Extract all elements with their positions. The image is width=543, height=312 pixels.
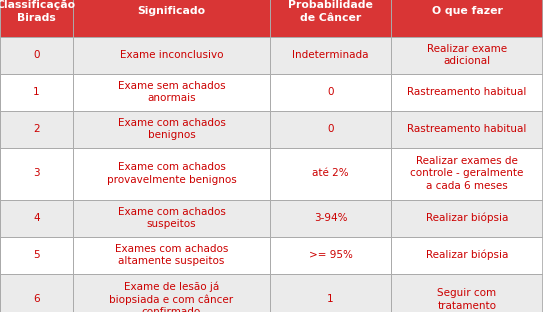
Text: >= 95%: >= 95% bbox=[308, 250, 352, 260]
Text: Exames com achados
altamente suspeitos: Exames com achados altamente suspeitos bbox=[115, 244, 228, 266]
Text: Realizar exame
adicional: Realizar exame adicional bbox=[427, 44, 507, 66]
Bar bbox=[391, 37, 543, 74]
Bar bbox=[391, 236, 543, 274]
Text: Rastreamento habitual: Rastreamento habitual bbox=[407, 87, 527, 97]
Text: Realizar biópsia: Realizar biópsia bbox=[426, 250, 508, 260]
Text: 1: 1 bbox=[33, 87, 40, 97]
Text: 2: 2 bbox=[33, 124, 40, 134]
Bar bbox=[73, 0, 270, 37]
Bar bbox=[391, 199, 543, 236]
Bar bbox=[0, 0, 73, 37]
Text: Exame sem achados
anormais: Exame sem achados anormais bbox=[118, 81, 225, 103]
Text: Indeterminada: Indeterminada bbox=[292, 50, 369, 60]
Text: 5: 5 bbox=[33, 250, 40, 260]
Text: Exame com achados
suspeitos: Exame com achados suspeitos bbox=[118, 207, 225, 229]
Text: 1: 1 bbox=[327, 295, 334, 305]
Bar bbox=[391, 0, 543, 37]
Bar bbox=[270, 0, 391, 37]
Bar bbox=[73, 236, 270, 274]
Text: Realizar exames de
controle - geralmente
a cada 6 meses: Realizar exames de controle - geralmente… bbox=[411, 156, 523, 191]
Text: Seguir com
tratamento: Seguir com tratamento bbox=[438, 288, 496, 311]
Bar bbox=[0, 148, 73, 199]
Bar bbox=[391, 148, 543, 199]
Bar bbox=[270, 148, 391, 199]
Bar bbox=[73, 74, 270, 110]
Text: Exame com achados
provavelmente benignos: Exame com achados provavelmente benignos bbox=[106, 162, 236, 185]
Bar bbox=[391, 110, 543, 148]
Bar bbox=[391, 74, 543, 110]
Bar bbox=[73, 110, 270, 148]
Bar bbox=[270, 110, 391, 148]
Text: Classificação
Birads: Classificação Birads bbox=[0, 0, 76, 23]
Text: O que fazer: O que fazer bbox=[432, 7, 502, 17]
Text: Probabilidade
de Câncer: Probabilidade de Câncer bbox=[288, 0, 373, 23]
Bar bbox=[391, 274, 543, 312]
Bar bbox=[0, 274, 73, 312]
Text: 6: 6 bbox=[33, 295, 40, 305]
Bar bbox=[73, 199, 270, 236]
Text: 3: 3 bbox=[33, 168, 40, 178]
Text: Exame inconclusivo: Exame inconclusivo bbox=[120, 50, 223, 60]
Text: Rastreamento habitual: Rastreamento habitual bbox=[407, 124, 527, 134]
Text: Exame com achados
benignos: Exame com achados benignos bbox=[118, 118, 225, 140]
Bar bbox=[270, 74, 391, 110]
Text: Exame de lesão já
biopsiada e com câncer
confirmado: Exame de lesão já biopsiada e com câncer… bbox=[110, 281, 233, 312]
Bar bbox=[0, 236, 73, 274]
Text: 3-94%: 3-94% bbox=[314, 213, 348, 223]
Bar bbox=[270, 236, 391, 274]
Text: Significado: Significado bbox=[137, 7, 206, 17]
Text: 0: 0 bbox=[327, 124, 334, 134]
Bar bbox=[0, 110, 73, 148]
Bar bbox=[73, 37, 270, 74]
Text: até 2%: até 2% bbox=[312, 168, 349, 178]
Bar bbox=[270, 37, 391, 74]
Bar bbox=[0, 37, 73, 74]
Bar bbox=[0, 74, 73, 110]
Bar bbox=[73, 148, 270, 199]
Bar bbox=[270, 199, 391, 236]
Text: 4: 4 bbox=[33, 213, 40, 223]
Bar bbox=[73, 274, 270, 312]
Text: Realizar biópsia: Realizar biópsia bbox=[426, 213, 508, 223]
Text: 0: 0 bbox=[327, 87, 334, 97]
Bar bbox=[270, 274, 391, 312]
Bar bbox=[0, 199, 73, 236]
Text: 0: 0 bbox=[33, 50, 40, 60]
